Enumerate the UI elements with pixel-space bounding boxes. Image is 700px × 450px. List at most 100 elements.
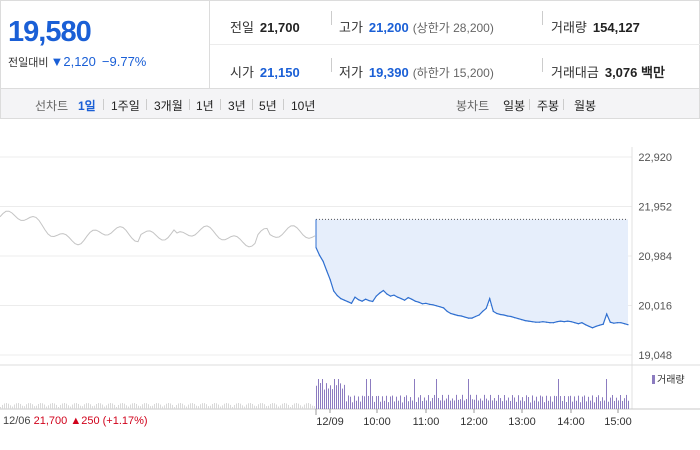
high-value: 21,200 [368, 20, 409, 35]
prev-volume-bar [12, 406, 13, 409]
volume-bar [524, 401, 525, 409]
prev-volume-bar [118, 404, 119, 409]
price-point [453, 313, 455, 316]
tab-1day[interactable]: 1일 [78, 99, 96, 113]
prev-volume-bar [8, 403, 9, 409]
volume-bar [348, 395, 349, 409]
volume-bar [378, 395, 379, 409]
volume-bar [482, 400, 483, 409]
prev-volume-bar [240, 403, 241, 409]
prev-volume-bar [102, 404, 103, 409]
volume-bar [394, 401, 395, 409]
price-point [439, 306, 441, 308]
prev-volume-bar [188, 404, 189, 409]
volume-bar [468, 379, 469, 409]
volume-bar [588, 396, 589, 409]
tab-1week[interactable]: 1주일 [111, 99, 140, 113]
volume-bar [354, 395, 355, 409]
volume-bar [358, 396, 359, 409]
price-point [545, 321, 548, 323]
prev-volume-bar [92, 406, 93, 409]
prev-volume-bar [230, 404, 231, 409]
prev-volume-bar [302, 406, 303, 409]
price-point [318, 254, 321, 256]
prev-volume-bar [184, 405, 185, 409]
volume-bar [318, 379, 319, 409]
lower-limit: (하한가 15,200) [412, 66, 494, 80]
prev-volume-bar [58, 406, 59, 409]
volume-bar [336, 385, 337, 409]
volume-bar [596, 397, 597, 409]
prev-volume-bar [196, 405, 197, 409]
x-tick-label: 10:00 [363, 416, 391, 428]
prev-volume-bar [314, 406, 315, 409]
price-point [524, 320, 526, 322]
prev-volume-bar [104, 406, 105, 409]
volume-bar [432, 397, 433, 409]
volume-bar [368, 395, 369, 409]
volume-bar [428, 395, 429, 409]
prev-volume-bar [280, 405, 281, 409]
prev-volume-bar [4, 403, 5, 409]
prev-volume-bar [2, 404, 3, 409]
prev-volume-bar [210, 405, 211, 409]
prev-volume-bar [268, 405, 269, 409]
price-point [393, 294, 395, 296]
volume-bar [626, 394, 627, 409]
prev-volume-bar [30, 403, 31, 409]
volume-bar [414, 379, 415, 409]
prev-volume-bar [56, 404, 57, 409]
prev-volume-bar [242, 405, 243, 409]
volume-bar [460, 399, 461, 409]
prev-volume-bar [192, 403, 193, 409]
prev-volume-bar [244, 406, 245, 409]
volume-bar [426, 400, 427, 409]
down-arrow-icon: ▼ [50, 54, 64, 69]
prev-volume-bar [232, 406, 233, 409]
price-point [602, 323, 604, 325]
volume-bar [506, 400, 507, 409]
prev-volume-bar [34, 406, 35, 409]
prev-volume-bar [164, 405, 165, 409]
tab-1year[interactable]: 1년 [196, 99, 214, 113]
price-point [382, 289, 384, 292]
prev-volume-bar [96, 403, 97, 409]
prev-volume-bar [100, 403, 101, 409]
prev-volume-bar [264, 404, 265, 409]
prev-volume-bar [156, 403, 157, 409]
tab-monthly[interactable]: 월봉 [574, 99, 597, 113]
prev-volume-bar [310, 403, 311, 409]
volume-bar [610, 397, 611, 409]
tab-weekly[interactable]: 주봉 [537, 99, 560, 113]
prev-volume-bar [180, 403, 181, 409]
tab-5years[interactable]: 5년 [259, 99, 277, 113]
prev-volume-bar [26, 404, 27, 409]
volume-bar [342, 388, 343, 409]
tab-10years[interactable]: 10년 [291, 99, 316, 113]
tab-3months[interactable]: 3개월 [154, 99, 183, 113]
volume-bar [546, 395, 547, 409]
prev-volume-bar [72, 404, 73, 409]
prev-close: 전일 21,700 [230, 17, 300, 36]
prev-volume-bar [110, 403, 111, 409]
prev-volume-bar [74, 403, 75, 409]
prev-volume-bar [198, 406, 199, 409]
prev-volume-bar [142, 404, 143, 409]
volume-bar [332, 389, 333, 409]
volume-bar [538, 401, 539, 409]
tab-3years[interactable]: 3년 [228, 99, 246, 113]
prev-volume-bar [208, 406, 209, 409]
prev-volume-bar [144, 403, 145, 409]
volume-bar [528, 397, 529, 409]
price-point [496, 312, 498, 315]
prev-day-rate: (+1.17%) [102, 415, 148, 427]
volume-bar [398, 400, 399, 409]
prev-volume-bar [278, 406, 279, 409]
tab-daily[interactable]: 일봉 [503, 99, 526, 113]
prev-volume-bar [202, 403, 203, 409]
prev-volume-bar [168, 403, 169, 409]
price-point [443, 307, 445, 309]
prev-volume-bar [122, 403, 123, 409]
volume-bar [366, 379, 367, 409]
volume-bar [512, 395, 513, 409]
